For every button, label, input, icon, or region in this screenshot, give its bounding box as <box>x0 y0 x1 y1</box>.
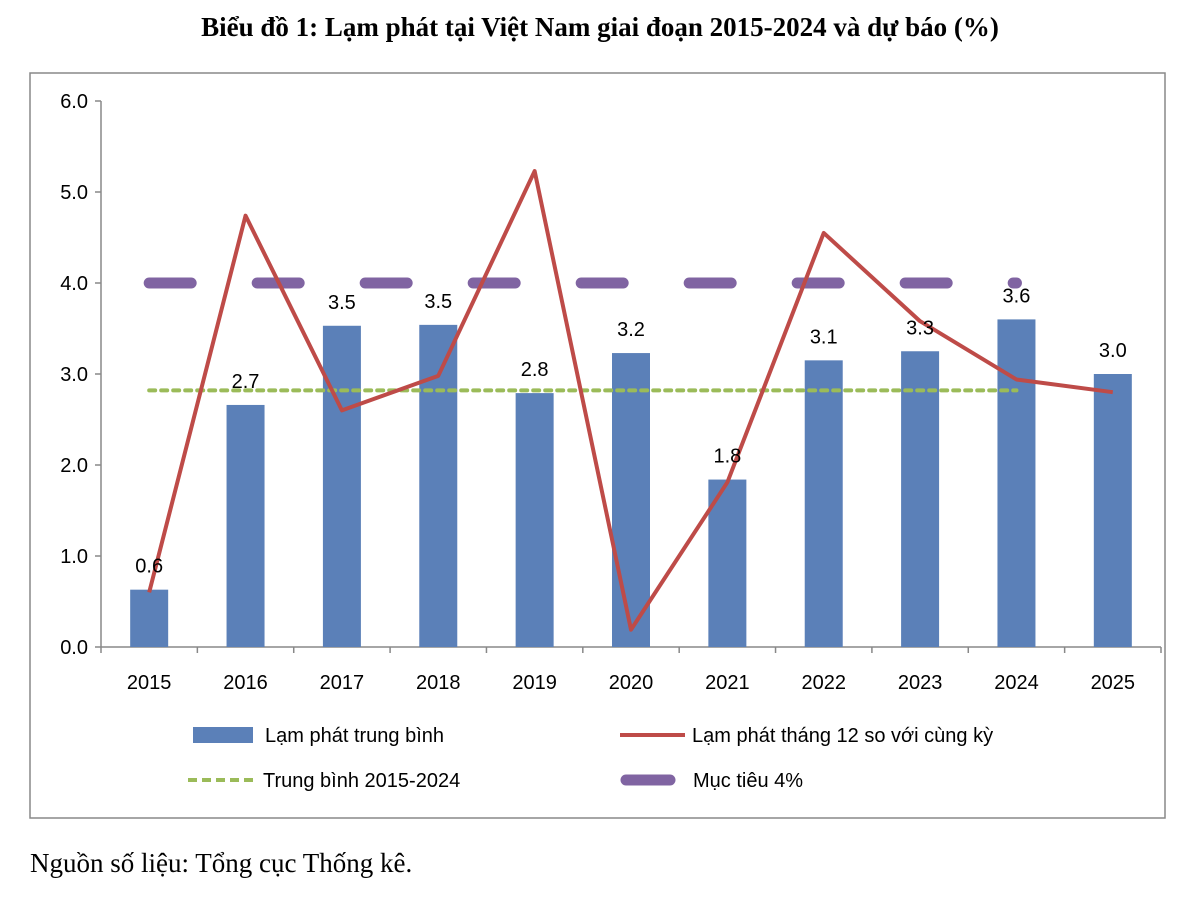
y-tick-label: 6.0 <box>60 91 88 113</box>
y-tick-label: 4.0 <box>60 273 88 295</box>
x-tick-label: 2016 <box>223 672 268 694</box>
x-tick-label: 2017 <box>320 672 365 694</box>
bar <box>515 393 554 647</box>
x-tick-label: 2021 <box>705 672 750 694</box>
y-tick-label: 1.0 <box>60 546 88 568</box>
legend-label: Trung bình 2015-2024 <box>263 770 460 792</box>
y-tick-label: 0.0 <box>60 637 88 659</box>
bar <box>226 404 265 647</box>
december-inflation-line <box>147 169 1114 632</box>
bar <box>997 319 1036 647</box>
data-label: 3.6 <box>1003 285 1031 307</box>
bar <box>708 479 747 647</box>
bar <box>1093 374 1132 647</box>
data-label: 3.0 <box>1099 340 1127 362</box>
bar <box>130 589 169 647</box>
bar <box>612 353 650 647</box>
data-label: 3.5 <box>424 291 452 313</box>
x-tick-label: 2024 <box>994 672 1039 694</box>
legend-label: Lạm phát trung bình <box>265 725 444 747</box>
chart-border <box>29 72 1166 819</box>
data-label: 2.8 <box>521 359 549 381</box>
legend-label: Lạm phát tháng 12 so với cùng kỳ <box>692 725 993 747</box>
data-label: 3.2 <box>617 319 645 341</box>
data-label: 3.5 <box>328 292 356 314</box>
x-tick-label: 2019 <box>512 672 557 694</box>
source-note: Nguồn số liệu: Tổng cục Thống kê. <box>30 848 413 878</box>
y-tick-label: 3.0 <box>60 364 88 386</box>
x-tick-label: 2015 <box>127 672 172 694</box>
bar <box>804 360 843 647</box>
legend-swatch-bar <box>193 727 253 743</box>
data-label: 1.8 <box>713 446 741 468</box>
x-tick-label: 2020 <box>609 672 654 694</box>
chart-title: Biểu đồ 1: Lạm phát tại Việt Nam giai đo… <box>201 12 999 42</box>
data-label: 0.6 <box>135 556 163 578</box>
data-label: 3.1 <box>810 326 838 348</box>
legend-label: Mục tiêu 4% <box>693 770 803 792</box>
data-label: 2.7 <box>232 371 260 393</box>
x-tick-label: 2023 <box>898 672 943 694</box>
x-tick-label: 2018 <box>416 672 461 694</box>
x-tick-label: 2022 <box>801 672 846 694</box>
data-label: 3.3 <box>906 317 934 339</box>
x-tick-label: 2025 <box>1091 672 1136 694</box>
y-tick-label: 2.0 <box>60 455 88 477</box>
bar <box>322 325 361 647</box>
bar <box>901 351 940 647</box>
y-tick-label: 5.0 <box>60 182 88 204</box>
